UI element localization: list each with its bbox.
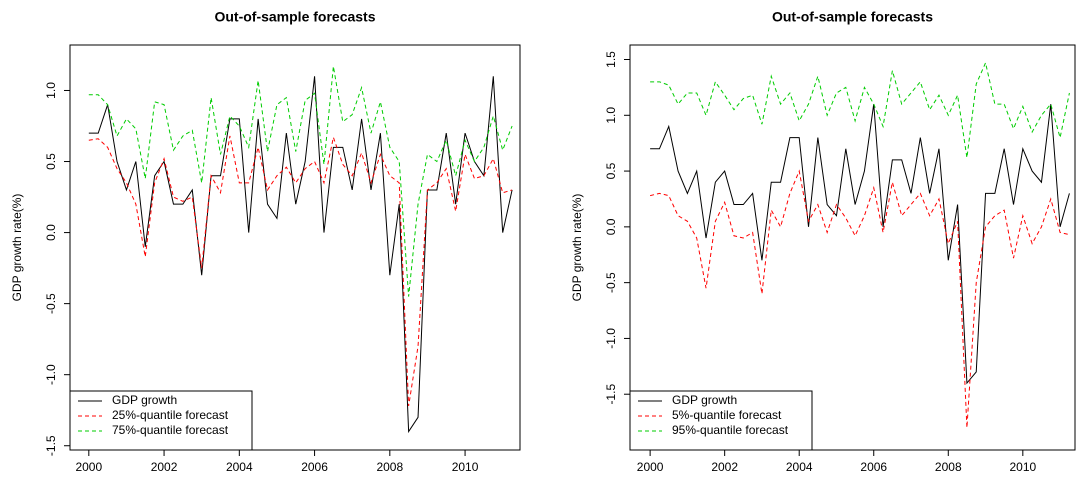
y-tick-label: 1.0 <box>44 82 58 99</box>
legend-label: 75%-quantile forecast <box>112 423 229 437</box>
y-tick-label: 1.0 <box>604 107 618 124</box>
x-tick-label: 2000 <box>75 460 102 474</box>
y-tick-label: -1.5 <box>44 435 58 456</box>
y-tick-label: -1.5 <box>604 384 618 405</box>
y-tick-label: -1.0 <box>44 364 58 385</box>
y-axis-label: GDP growth rate(%) <box>10 194 24 302</box>
x-tick-label: 2002 <box>151 460 178 474</box>
legend-label: 5%-quantile forecast <box>672 408 782 422</box>
x-tick-label: 2000 <box>637 460 664 474</box>
y-tick-label: 0.5 <box>604 162 618 179</box>
legend-label: 25%-quantile forecast <box>112 408 229 422</box>
y-tick-label: -0.5 <box>604 272 618 293</box>
series-line <box>650 61 1070 158</box>
y-tick-label: 1.5 <box>604 51 618 68</box>
series-line <box>88 135 513 407</box>
legend-label: GDP growth <box>672 393 737 407</box>
y-axis-label: GDP growth rate(%) <box>570 194 584 302</box>
x-tick-label: 2004 <box>786 460 813 474</box>
plot-frame <box>69 44 521 451</box>
y-tick-label: 0.0 <box>44 224 58 241</box>
legend-label: 95%-quantile forecast <box>672 423 789 437</box>
series-line <box>650 104 1070 385</box>
series-line <box>650 169 1070 428</box>
legend-label: GDP growth <box>112 393 177 407</box>
x-tick-label: 2008 <box>935 460 962 474</box>
x-tick-label: 2010 <box>1009 460 1036 474</box>
plot-frame <box>629 44 1076 451</box>
y-tick-label: -1.0 <box>604 328 618 349</box>
y-tick-label: 0.5 <box>44 153 58 170</box>
chart-title: Out-of-sample forecasts <box>772 9 933 25</box>
x-tick-label: 2008 <box>376 460 403 474</box>
x-tick-label: 2006 <box>860 460 887 474</box>
x-tick-label: 2004 <box>226 460 253 474</box>
chart-title: Out-of-sample forecasts <box>214 9 375 25</box>
y-tick-label: -0.5 <box>44 293 58 314</box>
series-line <box>88 76 513 434</box>
series-line <box>88 66 513 297</box>
x-tick-label: 2006 <box>301 460 328 474</box>
x-tick-label: 2002 <box>711 460 738 474</box>
x-tick-label: 2010 <box>452 460 479 474</box>
y-tick-label: 0.0 <box>604 218 618 235</box>
